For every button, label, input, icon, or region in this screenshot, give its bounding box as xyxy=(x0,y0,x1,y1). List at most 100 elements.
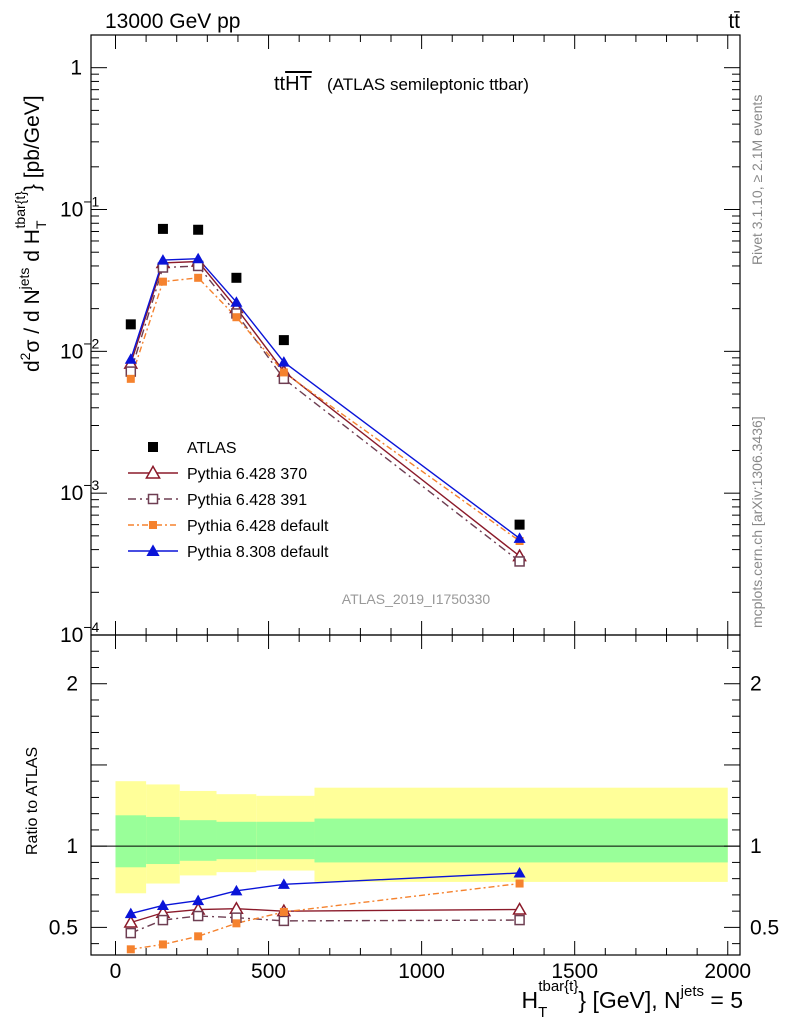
ratio-line-p8_default xyxy=(130,872,520,915)
title-main: tt xyxy=(274,73,286,95)
ratio-y-tick-label-right: 1 xyxy=(750,835,762,858)
title-overline: HT xyxy=(285,73,312,95)
point-atlas xyxy=(125,319,136,330)
ratio-point-p8_default xyxy=(124,907,137,919)
ratio-y-tick-label-right: 2 xyxy=(750,673,762,696)
ratio-point-p6_391 xyxy=(278,915,290,927)
main-series-lines xyxy=(130,257,521,563)
ratio-point-p6_default xyxy=(158,940,167,949)
line-p6_default xyxy=(130,277,520,542)
legend-marker-p6_370 xyxy=(145,464,161,479)
ratio-point-p6_default xyxy=(515,879,524,888)
x-tick-label: 2000 xyxy=(704,960,751,983)
point-p6_391 xyxy=(125,366,137,377)
point-p6_391 xyxy=(514,556,525,567)
point-atlas xyxy=(193,224,204,235)
point-atlas xyxy=(157,223,168,234)
ratio-point-p6_370 xyxy=(123,915,139,928)
legend-label-p6_370: Pythia 6.428 370 xyxy=(187,466,307,483)
ratio-y-axis-label: Ratio to ATLAS xyxy=(24,747,41,855)
point-p8_default xyxy=(230,296,243,307)
point-atlas xyxy=(278,335,289,346)
ratio-point-p8_default xyxy=(192,894,205,906)
band-inner-1 xyxy=(146,816,180,865)
point-p6_default xyxy=(232,313,241,322)
axis-ticks xyxy=(91,35,740,955)
ratio-y-tick-label: 0.5 xyxy=(49,916,78,939)
band-inner-5 xyxy=(314,818,728,863)
y-tick-label: 10−2 xyxy=(60,335,100,363)
process-label: tt̄ xyxy=(728,10,740,33)
energy-label: 13000 GeV pp xyxy=(105,10,240,33)
title-suffix: (ATLAS semileptonic ttbar) xyxy=(327,75,529,94)
point-p8_default xyxy=(277,356,290,367)
ratio-point-p6_391 xyxy=(514,914,525,926)
x-tick-label: 0 xyxy=(110,960,122,983)
line-p6_370 xyxy=(130,260,521,557)
legend-marker-p6_default xyxy=(149,521,157,529)
legend-label-p6_391: Pythia 6.428 391 xyxy=(187,492,307,509)
ratio-point-p6_default xyxy=(232,919,241,928)
ratio-point-p6_default xyxy=(279,907,288,916)
point-atlas xyxy=(231,272,242,283)
x-axis-label: HTtbar{t}} [GeV], Njets = 5 xyxy=(522,978,743,1021)
point-atlas xyxy=(514,519,525,530)
legend-marker-atlas xyxy=(148,442,158,452)
point-p8_default xyxy=(513,532,526,543)
legend-label-p8_default: Pythia 8.308 default xyxy=(187,544,329,561)
ratio-point-p6_370 xyxy=(229,901,244,914)
mcplots-label: mcplots.cern.ch [arXiv:1306.3436] xyxy=(749,416,765,628)
ratio-point-p6_default xyxy=(126,945,135,954)
ratio-line-p6_391 xyxy=(130,915,520,934)
ratio-y-tick-label: 2 xyxy=(66,673,78,696)
ratio-point-p8_default xyxy=(277,878,290,889)
band-inner-4 xyxy=(256,821,315,860)
axis-tick-labels: 10−4 10−3 10−2 10−1 1 0 500 1000 1500 2000 0.5 0.5 1… xyxy=(49,57,779,983)
x-tick-label: 500 xyxy=(251,960,286,983)
legend-marker-p8_default xyxy=(146,544,160,556)
svg-text:ttHT: ttHT xyxy=(274,73,312,95)
y-tick-label: 1 xyxy=(70,57,82,80)
ratio-line-p6_370 xyxy=(130,908,520,924)
band-inner-0 xyxy=(115,815,147,868)
legend-label-p6_default: Pythia 6.428 default xyxy=(187,518,329,535)
ratio-plot-frame xyxy=(90,634,741,956)
ratio-point-p6_default xyxy=(194,932,203,941)
point-p8_default xyxy=(192,252,205,264)
legend: ATLAS Pythia 6.428 370 Pythia 6.428 391 Pyt… xyxy=(128,440,329,561)
y-tick-label: 10−1 xyxy=(60,194,100,222)
line-p8_default xyxy=(130,257,521,539)
y-tick-label: 10−4 xyxy=(60,619,100,647)
ratio-y-tick-label: 1 xyxy=(66,835,78,858)
ratio-point-p6_391 xyxy=(125,927,137,939)
line-p6_391 xyxy=(130,265,521,563)
point-p8_default xyxy=(124,353,137,364)
main-y-axis-label: d2σ / d Njets d HTtbar{t}} [pb/GeV] xyxy=(12,95,49,372)
x-tick-label: 1500 xyxy=(551,960,598,983)
ratio-point-p8_default xyxy=(156,899,169,910)
ratio-line-p6_default xyxy=(130,882,520,951)
point-p8_default xyxy=(156,254,169,265)
y-tick-label: 10−3 xyxy=(60,477,100,505)
main-series-markers xyxy=(123,223,527,567)
ratio-uncertainty-bands xyxy=(115,781,728,894)
ratio-point-p6_370 xyxy=(512,902,527,915)
ratio-series-markers xyxy=(123,866,527,954)
ratio-point-p8_default xyxy=(230,884,243,896)
rivet-version-label: Rivet 3.1.10, ≥ 2.1M events xyxy=(749,95,765,265)
ratio-series-lines xyxy=(130,872,520,951)
point-p6_default xyxy=(279,368,288,377)
analysis-id: ATLAS_2019_I1750330 xyxy=(342,591,491,607)
point-p6_default xyxy=(126,374,135,383)
point-p6_default xyxy=(194,273,203,282)
ratio-point-p6_391 xyxy=(192,910,204,922)
point-p6_default xyxy=(158,277,167,286)
ratio-point-p8_default xyxy=(513,866,526,878)
plot-title: ttHT (ATLAS semileptonic ttbar) xyxy=(274,73,529,95)
x-tick-label: 1000 xyxy=(398,960,445,983)
ratio-point-p6_391 xyxy=(157,914,169,926)
legend-label-atlas: ATLAS xyxy=(187,440,237,457)
legend-marker-p6_391 xyxy=(147,493,159,505)
ratio-y-tick-label-right: 0.5 xyxy=(750,916,779,939)
